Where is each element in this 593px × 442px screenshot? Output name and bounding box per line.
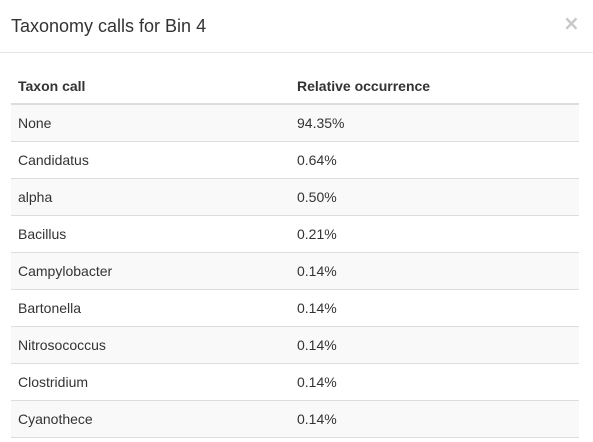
taxon-cell: Nitrosococcus xyxy=(11,326,290,364)
occurrence-cell: 94.35% xyxy=(290,104,579,142)
table-row: Campylobacter 0.14% xyxy=(11,252,579,290)
table-row: Cyanothece 0.14% xyxy=(11,400,579,438)
taxon-cell: Bartonella xyxy=(11,289,290,327)
table-row: alpha 0.50% xyxy=(11,178,579,216)
table-row: None 94.35% xyxy=(11,104,579,142)
taxon-cell: Campylobacter xyxy=(11,252,290,290)
modal-title: Taxonomy calls for Bin 4 xyxy=(11,16,207,36)
modal-header: Taxonomy calls for Bin 4 × xyxy=(0,0,593,53)
occurrence-cell: 0.14% xyxy=(290,363,579,401)
table-row: Candidatus 0.64% xyxy=(11,141,579,179)
close-button[interactable]: × xyxy=(563,11,580,35)
modal-body: Taxon call Relative occurrence None 94.3… xyxy=(11,69,579,438)
taxon-cell: Cyanothece xyxy=(11,400,290,438)
occurrence-cell: 0.14% xyxy=(290,252,579,290)
taxon-cell: alpha xyxy=(11,178,290,216)
taxonomy-table: Taxon call Relative occurrence None 94.3… xyxy=(11,69,579,438)
occurrence-cell: 0.64% xyxy=(290,141,579,179)
taxon-cell: Bacillus xyxy=(11,215,290,253)
taxon-cell: Clostridium xyxy=(11,363,290,401)
column-header-taxon-call: Taxon call xyxy=(11,69,290,105)
occurrence-cell: 0.14% xyxy=(290,400,579,438)
taxon-cell: Candidatus xyxy=(11,141,290,179)
taxon-cell: None xyxy=(11,104,290,142)
table-row: Nitrosococcus 0.14% xyxy=(11,326,579,364)
column-header-relative-occurrence: Relative occurrence xyxy=(290,69,579,105)
table-row: Bacillus 0.21% xyxy=(11,215,579,253)
occurrence-cell: 0.50% xyxy=(290,178,579,216)
table-row: Bartonella 0.14% xyxy=(11,289,579,327)
occurrence-cell: 0.14% xyxy=(290,326,579,364)
table-header-row: Taxon call Relative occurrence xyxy=(11,69,579,105)
table-row: Clostridium 0.14% xyxy=(11,363,579,401)
occurrence-cell: 0.14% xyxy=(290,289,579,327)
occurrence-cell: 0.21% xyxy=(290,215,579,253)
